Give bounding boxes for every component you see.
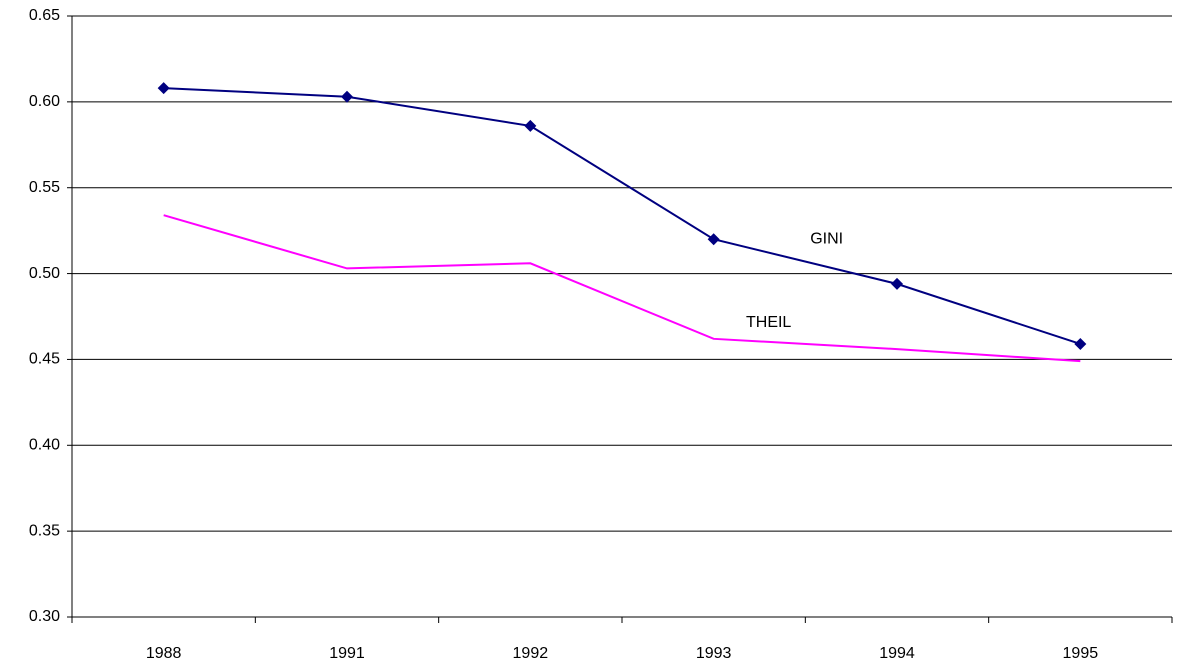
x-tick-label: 1988 (146, 645, 182, 662)
x-tick-label: 1995 (1063, 645, 1099, 662)
point-marker (707, 233, 720, 246)
y-tick-label: 0.55 (29, 179, 60, 196)
series-line (163, 87, 1081, 345)
x-tick-label: 1994 (879, 645, 915, 662)
x-tick-label: 1992 (513, 645, 549, 662)
x-tick-label: 1991 (329, 645, 365, 662)
point-marker (341, 90, 353, 103)
point-marker (1074, 337, 1087, 350)
series-label: THEIL (746, 314, 791, 331)
series-line (163, 214, 1081, 363)
point-marker (891, 277, 903, 290)
y-tick-label: 0.45 (29, 351, 60, 368)
y-tick-label: 0.60 (29, 93, 60, 110)
series-label: GINI (810, 230, 843, 247)
y-tick-label: 0.35 (29, 522, 60, 539)
y-tick-label: 0.40 (29, 437, 60, 454)
y-tick-label: 0.50 (29, 265, 60, 282)
y-tick-label: 0.30 (29, 608, 60, 625)
x-tick-label: 1993 (696, 645, 732, 662)
y-tick-label: 0.65 (29, 7, 60, 24)
point-marker (157, 82, 170, 95)
point-marker (524, 119, 537, 132)
